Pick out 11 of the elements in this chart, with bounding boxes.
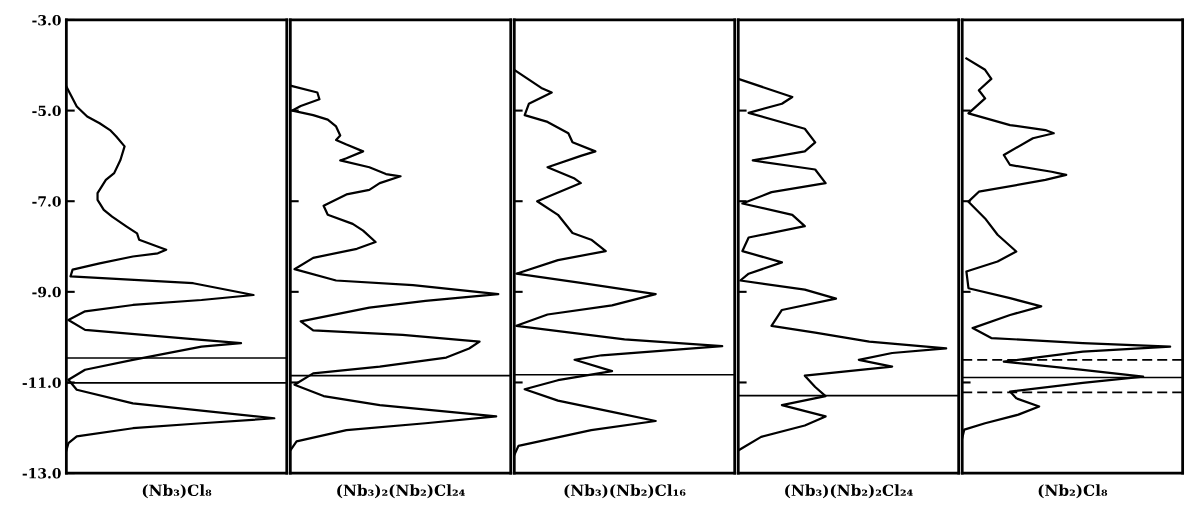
- y-tick-label: -13.0: [22, 468, 61, 479]
- y-tick-label: -5.0: [32, 105, 61, 117]
- y-tick-label: -9.0: [32, 286, 61, 298]
- x-axis-title: (Nb₃)Cl₈: [142, 484, 212, 499]
- x-axis-title: (Nb₂)Cl₈: [1038, 484, 1108, 499]
- y-tick-label: -7.0: [32, 196, 61, 207]
- x-axis-title: (Nb₃)(Nb₂)₂Cl₂₄: [785, 484, 913, 499]
- x-axis-title: (Nb₃)₂(Nb₂)Cl₂₄: [337, 484, 465, 499]
- x-axis-title: (Nb₃)(Nb₂)Cl₁₆: [564, 484, 686, 499]
- y-tick-label: -11.0: [22, 377, 61, 388]
- y-tick-label: -3.0: [32, 14, 61, 26]
